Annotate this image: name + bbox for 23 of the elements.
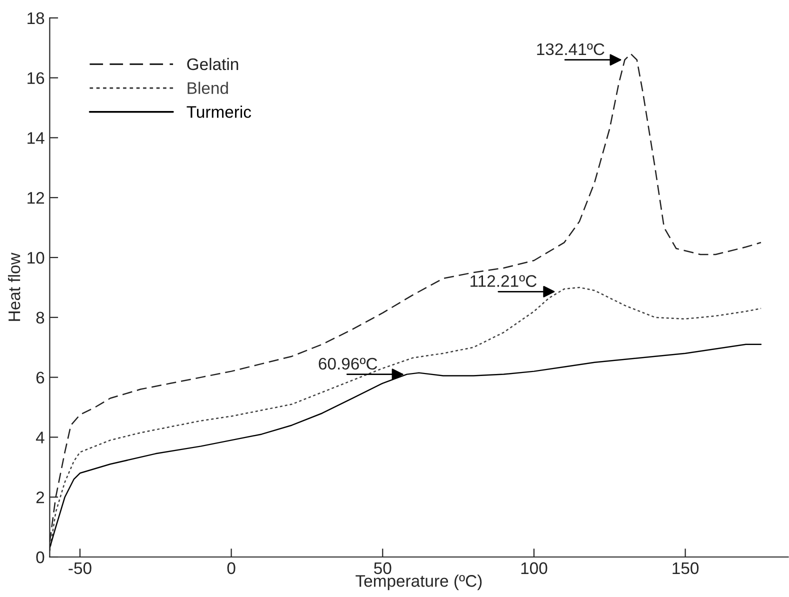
x-tick-label: 0 (227, 562, 236, 574)
x-axis-title: Temperature (ºC) (356, 574, 482, 590)
y-tick-label: 10 (28, 252, 44, 264)
y-tick-label: 4 (36, 432, 44, 444)
x-tick-label: 50 (374, 562, 392, 574)
y-tick-label: 12 (28, 192, 44, 204)
y-tick-label: 6 (36, 372, 44, 384)
x-tick-label: 150 (672, 562, 699, 574)
y-axis-title: Heat flow (8, 252, 20, 321)
annotation: 60.96ºC (318, 358, 378, 370)
annotation: 132.41ºC (537, 43, 604, 56)
text: Turmeric (186, 106, 252, 118)
y-tick-label: 16 (28, 72, 44, 84)
y-tick-label: 0 (36, 551, 44, 564)
y-tick-label: 8 (36, 312, 44, 324)
x-tick-label: 100 (521, 562, 548, 574)
annotation: 112.21ºC (470, 275, 537, 287)
y-tick-label: 18 (28, 12, 44, 24)
x-tick-label: -50 (68, 562, 92, 574)
y-tick-label: 2 (36, 492, 44, 504)
y-tick-label: 14 (28, 132, 44, 144)
text: Blend (188, 82, 228, 94)
text: Gelatin (187, 58, 238, 70)
